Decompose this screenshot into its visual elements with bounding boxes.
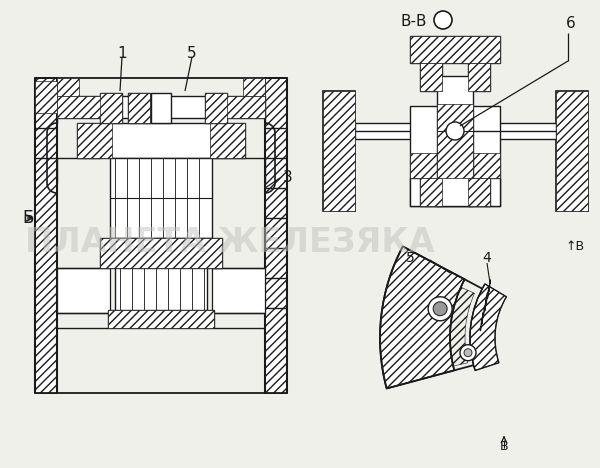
Text: 4: 4 <box>482 251 491 265</box>
Circle shape <box>428 297 452 321</box>
Bar <box>437 104 473 178</box>
Bar <box>410 153 500 178</box>
Bar <box>57 96 112 118</box>
Bar <box>556 91 588 211</box>
Bar <box>100 238 222 268</box>
Bar <box>468 63 490 91</box>
Bar <box>57 78 79 96</box>
Bar <box>420 63 442 91</box>
Text: Б: Б <box>22 209 34 227</box>
Text: 5: 5 <box>406 251 415 265</box>
Bar <box>57 268 110 313</box>
Bar <box>128 93 150 123</box>
Bar <box>35 81 57 113</box>
Bar <box>100 238 222 268</box>
Bar <box>243 78 265 96</box>
Wedge shape <box>380 247 464 388</box>
Bar <box>151 93 171 123</box>
Bar <box>420 178 442 206</box>
Bar <box>420 178 442 206</box>
Bar <box>205 93 227 123</box>
Bar <box>77 123 245 158</box>
Bar <box>410 36 500 63</box>
Text: 1: 1 <box>117 45 127 60</box>
Bar <box>468 178 490 206</box>
Circle shape <box>460 345 476 361</box>
Bar <box>77 123 112 158</box>
Bar <box>212 268 265 313</box>
Bar <box>100 93 122 123</box>
Bar <box>35 78 57 393</box>
Text: 3: 3 <box>283 170 293 185</box>
Bar <box>205 93 227 123</box>
Bar <box>437 76 473 206</box>
Circle shape <box>433 302 447 316</box>
Bar <box>355 123 556 139</box>
Bar <box>110 158 212 238</box>
Text: В: В <box>500 440 508 453</box>
Circle shape <box>446 122 464 140</box>
Bar <box>57 96 265 118</box>
Text: ↑В: ↑В <box>565 240 584 253</box>
Bar <box>57 88 77 113</box>
Bar <box>468 178 490 206</box>
Bar <box>323 91 355 211</box>
Bar <box>115 268 207 313</box>
Text: 5: 5 <box>187 45 197 60</box>
Text: 6: 6 <box>566 16 576 31</box>
Circle shape <box>464 349 472 357</box>
Circle shape <box>434 11 452 29</box>
Bar <box>410 178 500 206</box>
Bar <box>128 93 150 123</box>
Bar <box>323 91 355 211</box>
Bar <box>468 63 490 91</box>
Bar <box>100 93 122 123</box>
Bar <box>210 123 245 158</box>
Bar <box>420 63 442 91</box>
Bar <box>265 78 287 393</box>
Bar <box>108 310 214 328</box>
Text: В-В: В-В <box>400 14 427 29</box>
Bar <box>410 106 500 206</box>
Bar <box>108 310 214 328</box>
Bar <box>210 96 265 118</box>
Bar <box>410 36 500 63</box>
Wedge shape <box>470 284 506 371</box>
Text: ПЛАНЕТА ЖЕЛЕЗЯКА: ПЛАНЕТА ЖЕЛЕЗЯКА <box>25 227 435 259</box>
Bar <box>35 78 57 393</box>
Bar <box>556 91 588 211</box>
Bar <box>265 78 287 393</box>
